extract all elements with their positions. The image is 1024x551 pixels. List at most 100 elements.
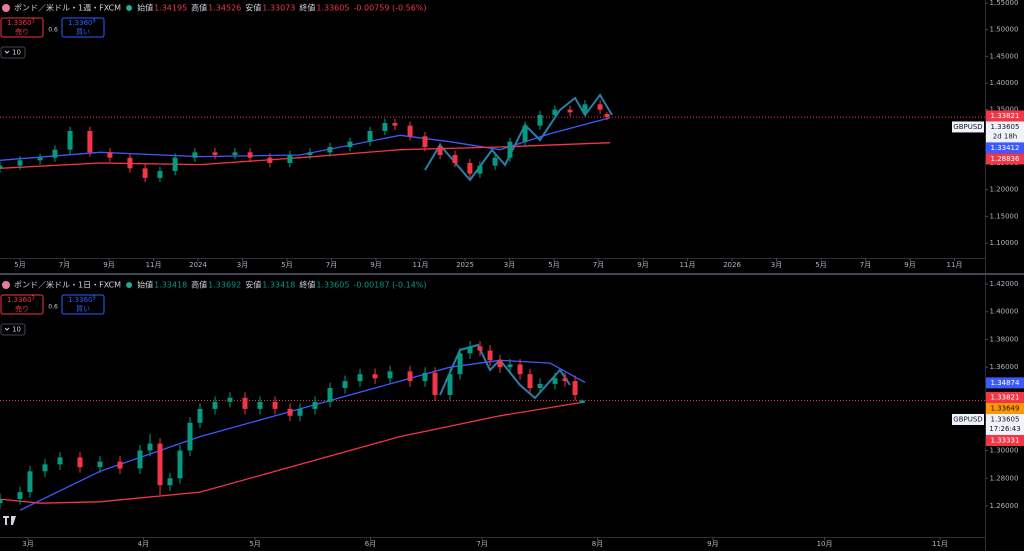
candle-body (177, 450, 183, 479)
x-tick-label: 11月 (413, 261, 429, 269)
candle-body (522, 125, 528, 142)
x-tick-label: 7月 (326, 261, 337, 269)
candle-body (372, 374, 378, 379)
price-label (986, 153, 1024, 165)
sell-button-price: 1.3360 (7, 19, 32, 27)
ohlc-label: 終値 (299, 3, 315, 13)
candle-body (579, 400, 585, 404)
sell-button-price: 1.3360 (7, 296, 32, 304)
candle-body (157, 443, 163, 486)
candle-body (227, 397, 233, 402)
symbol-label: GBPUSD (953, 415, 982, 423)
candle-body (327, 388, 333, 402)
ohlc-value: 1.33418 (262, 281, 295, 290)
current-price-label (986, 121, 1024, 143)
x-tick-label: 8月 (592, 540, 603, 548)
candle-body (477, 346, 483, 351)
current-price: 1.33605 (991, 123, 1020, 131)
symbol-icon (2, 281, 10, 289)
candle-body (562, 378, 568, 382)
x-tick-label: 2024 (189, 261, 207, 269)
countdown: 17:26:43 (989, 425, 1020, 433)
current-price: 1.33605 (991, 415, 1020, 423)
candle-body (357, 374, 363, 382)
sell-button[interactable] (0, 17, 44, 38)
status-dot (126, 5, 133, 11)
y-tick-label: 1.26000 (990, 502, 1019, 510)
candle-body (452, 155, 458, 164)
candle-body (287, 155, 293, 164)
ohlc-label: 終値 (299, 280, 315, 290)
ohlc-label: 安値 (245, 3, 261, 13)
candle-body (407, 125, 413, 137)
ohlc-value: 1.33418 (154, 281, 187, 290)
candle-body (422, 136, 428, 148)
pattern-drawing (424, 93, 613, 182)
buy-button-label: 買い (76, 305, 90, 313)
x-tick-label: 2025 (456, 261, 474, 269)
x-tick-label: 9月 (103, 261, 114, 269)
status-dot (126, 282, 133, 288)
candle-body (342, 381, 348, 389)
indicator-toggle[interactable] (0, 46, 26, 59)
indicator-count: 10 (12, 326, 21, 334)
buy-button-price: 1.3360 (68, 296, 93, 304)
logo (3, 516, 16, 525)
indicator-toggle[interactable] (0, 323, 26, 336)
candle-body (572, 381, 578, 395)
candle-body (552, 378, 558, 384)
x-tick-label: 5月 (281, 261, 292, 269)
x-tick-label: 9月 (904, 261, 915, 269)
candle-body (67, 131, 73, 150)
y-tick-label: 1.40000 (990, 308, 1019, 316)
candle-body (57, 457, 63, 465)
buy-button[interactable] (61, 294, 105, 315)
x-tick-label: 9月 (637, 261, 648, 269)
candle-body (487, 350, 493, 361)
candle-body (467, 346, 473, 354)
candle-body (137, 450, 143, 469)
countdown: 2d 18h (993, 132, 1017, 140)
x-tick-label: 5月 (815, 261, 826, 269)
candle-body (347, 141, 353, 148)
candle-body (167, 478, 173, 486)
candle-body (492, 157, 498, 166)
current-price-label (986, 413, 1024, 435)
candle-body (477, 165, 483, 174)
x-tick-label: 11月 (947, 261, 963, 269)
change: -0.00759 (-0.56%) (353, 4, 426, 13)
sell-button[interactable] (0, 294, 44, 315)
price-label-text: 1.33821 (991, 112, 1020, 120)
moving-average (0, 142, 611, 169)
y-tick-label: 1.30000 (990, 446, 1019, 454)
sell-button-label: 売り (15, 304, 29, 313)
price-label-text: 1.33412 (991, 144, 1020, 152)
buy-button[interactable] (61, 17, 105, 38)
candle-body (267, 157, 273, 164)
candle-body (197, 408, 203, 423)
candle-body (257, 401, 263, 409)
y-tick-label: 1.15000 (990, 212, 1019, 220)
sell-button-label: 売り (15, 27, 29, 36)
x-tick-label: 3月 (504, 261, 515, 269)
candle-body (567, 109, 573, 113)
ohlc-value: 1.34526 (208, 4, 241, 13)
candle-body (604, 113, 610, 118)
ohlc-label: 始値 (137, 3, 153, 13)
candle-body (507, 141, 513, 158)
candle-body (367, 131, 373, 142)
chevron (4, 327, 10, 331)
candle-body (327, 147, 333, 153)
symbol-icon (2, 4, 10, 12)
x-tick-label: 9月 (707, 540, 718, 548)
symbol-title: ポンド／米ドル・1日・FXCM (14, 280, 121, 290)
candle-body (232, 152, 238, 156)
buy-button-label: 買い (76, 28, 90, 36)
candle-body (297, 408, 303, 416)
candle-body (212, 152, 218, 156)
x-tick-label: 11月 (680, 261, 696, 269)
price-label (986, 391, 1024, 403)
candle-body (537, 114, 543, 126)
x-tick-label: 11月 (932, 540, 948, 548)
ohlc-value: 1.33073 (262, 4, 295, 13)
